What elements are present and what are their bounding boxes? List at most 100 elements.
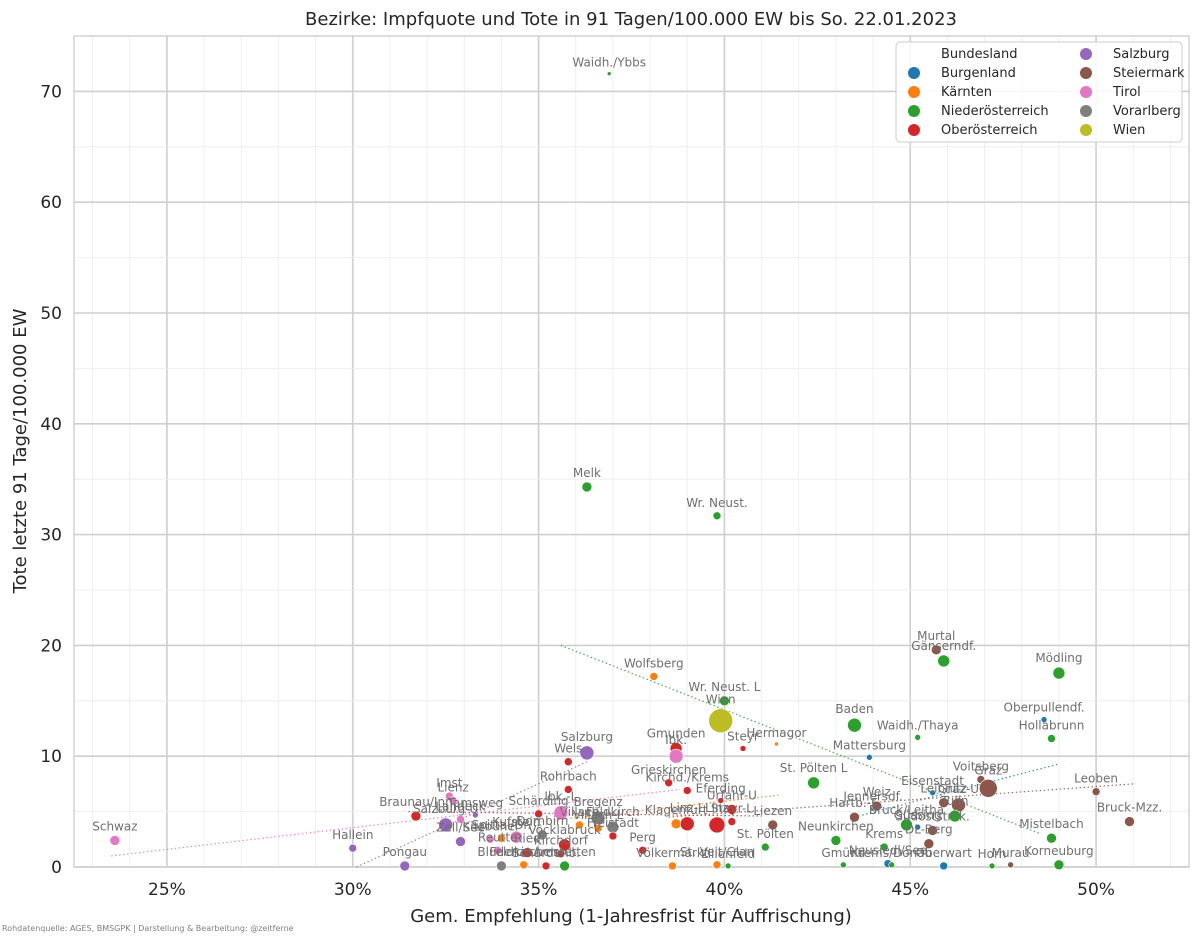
data-point bbox=[509, 830, 523, 844]
point-label: Zell/See bbox=[436, 821, 485, 835]
point-label: Hollabrunn bbox=[1019, 718, 1085, 732]
point-label: Weiz bbox=[863, 785, 891, 799]
legend-entry: Kärnten bbox=[941, 85, 992, 100]
data-point bbox=[581, 481, 593, 493]
data-point bbox=[1040, 716, 1048, 723]
point-label: Neunkirchen bbox=[798, 819, 874, 833]
data-point bbox=[664, 778, 673, 788]
data-point bbox=[553, 805, 569, 821]
data-point bbox=[927, 825, 938, 836]
point-label: Lilienfeld bbox=[701, 847, 755, 861]
point-label: Wien bbox=[706, 693, 736, 707]
point-label: Bruck/Leitha bbox=[869, 803, 944, 817]
data-point bbox=[774, 741, 779, 747]
legend-marker bbox=[1080, 67, 1092, 79]
source-footer: Rohdatenquelle: AGES, BMSGPK | Darstellu… bbox=[2, 924, 294, 933]
point-label: Linz-L bbox=[670, 801, 705, 815]
point-label: Ibk. bbox=[665, 733, 687, 747]
legend-marker bbox=[908, 124, 920, 136]
point-label: Pongau bbox=[383, 845, 427, 859]
point-label: Mattersburg bbox=[833, 738, 906, 752]
legend-marker bbox=[1080, 48, 1092, 60]
data-point bbox=[410, 810, 422, 822]
data-point bbox=[847, 717, 862, 733]
legend-marker bbox=[908, 86, 920, 98]
data-point bbox=[978, 779, 998, 798]
x-tick-label: 50% bbox=[1077, 880, 1115, 900]
data-point bbox=[1047, 734, 1056, 743]
data-point bbox=[866, 754, 873, 761]
point-label: Linz bbox=[705, 801, 729, 815]
point-label: Braunau/Inn bbox=[379, 795, 452, 809]
grid-lines bbox=[74, 35, 1189, 868]
data-point bbox=[1052, 666, 1066, 680]
data-point bbox=[708, 708, 734, 734]
data-point bbox=[830, 835, 842, 846]
point-label: Schardenb. bbox=[512, 846, 580, 860]
point-label: Schwaz bbox=[92, 819, 137, 833]
data-point bbox=[638, 846, 647, 855]
data-point bbox=[472, 811, 479, 819]
data-point bbox=[534, 809, 543, 819]
point-label: Bruck-Mzz. bbox=[1097, 801, 1162, 815]
y-tick-label: 60 bbox=[40, 193, 62, 213]
legend-marker bbox=[1080, 105, 1092, 117]
data-point bbox=[739, 745, 747, 752]
data-point bbox=[348, 843, 358, 853]
point-label: Steyr bbox=[727, 729, 759, 743]
point-label: Feldkirchen bbox=[489, 845, 558, 859]
point-label: Tulln bbox=[940, 794, 968, 808]
point-label: Villach bbox=[560, 805, 600, 819]
data-point bbox=[948, 809, 962, 823]
point-label: Kitzbühel bbox=[462, 819, 518, 833]
point-label: Hartb.-F. bbox=[829, 796, 880, 810]
data-point bbox=[649, 672, 659, 681]
x-tick-label: 35% bbox=[520, 880, 558, 900]
data-point bbox=[939, 861, 949, 871]
data-point bbox=[727, 817, 737, 826]
trendline bbox=[854, 763, 1060, 818]
trendline bbox=[668, 783, 1134, 818]
point-label: Krems/Donau bbox=[851, 846, 932, 860]
point-label: Murau bbox=[992, 846, 1030, 860]
x-axis-label: Gem. Empfehlung (1-Jahresfrist für Auffr… bbox=[410, 906, 852, 927]
point-label: DL-Berg bbox=[905, 823, 953, 837]
point-label: Korneuburg bbox=[1024, 844, 1094, 858]
data-point bbox=[556, 849, 566, 859]
data-point bbox=[937, 654, 951, 668]
legend-entry: Wien bbox=[1113, 123, 1145, 138]
legend: Bundesland Burgenland Kärnten Niederösterre… bbox=[895, 41, 1185, 143]
data-point bbox=[724, 862, 732, 870]
point-label: Perg bbox=[629, 830, 656, 844]
data-point bbox=[849, 811, 860, 823]
data-point bbox=[668, 748, 684, 764]
point-label: Oberwart bbox=[916, 846, 972, 860]
legend-marker bbox=[908, 105, 920, 117]
point-label: Schärding bbox=[509, 794, 569, 808]
legend-box bbox=[895, 41, 1183, 143]
point-label: Oberpullendf. bbox=[1004, 701, 1085, 715]
data-point bbox=[1053, 859, 1065, 871]
point-label: Hermagor bbox=[746, 726, 806, 740]
data-point bbox=[448, 796, 458, 805]
point-label: Melk bbox=[573, 466, 601, 480]
data-point bbox=[679, 816, 695, 832]
point-label: Freistadt bbox=[587, 816, 639, 830]
data-point bbox=[608, 831, 618, 841]
x-tick-label: 30% bbox=[334, 880, 372, 900]
legend-entry: Vorarlberg bbox=[1113, 104, 1181, 119]
data-point bbox=[930, 644, 942, 656]
data-point bbox=[522, 847, 533, 858]
data-point bbox=[726, 804, 738, 815]
data-point bbox=[496, 860, 507, 872]
point-label: Güssing bbox=[894, 808, 942, 822]
data-point bbox=[719, 695, 730, 707]
point-label: Wels bbox=[554, 742, 582, 756]
point-label: Bregenz bbox=[573, 795, 622, 809]
data-points bbox=[109, 71, 1135, 872]
y-tick-label: 0 bbox=[51, 858, 62, 878]
point-label: Hallein bbox=[332, 828, 373, 842]
data-point bbox=[670, 818, 682, 830]
legend-title: Bundesland bbox=[941, 47, 1018, 62]
